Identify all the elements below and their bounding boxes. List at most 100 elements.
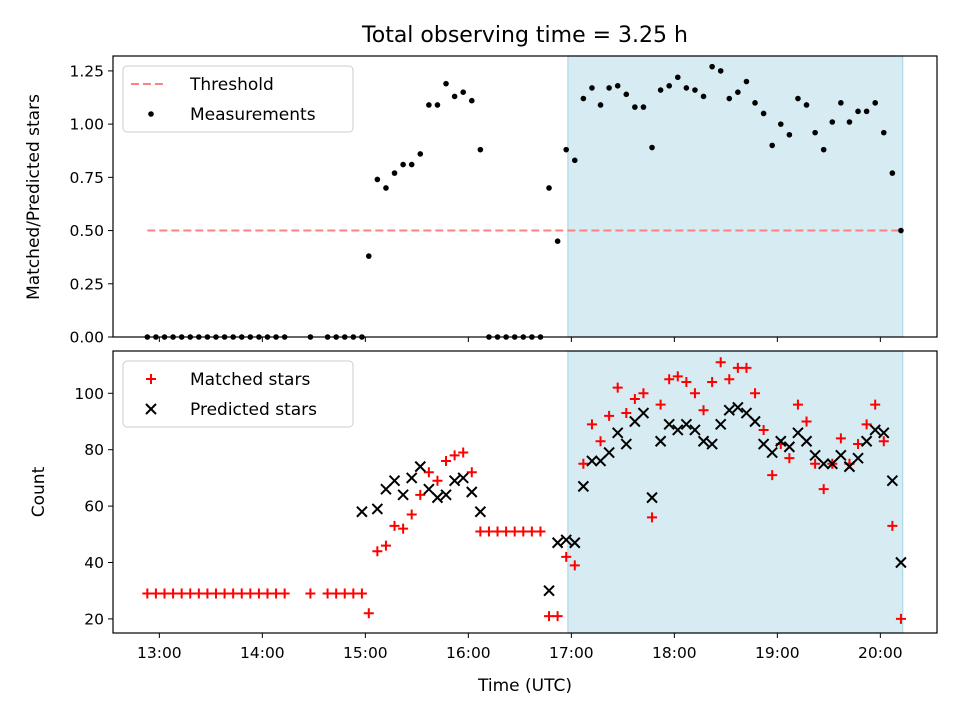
predicted-star-point	[646, 491, 658, 504]
observing-window-shade	[567, 55, 904, 338]
measurement-point	[408, 161, 415, 168]
measurement-point	[383, 185, 389, 191]
matched-star-point	[423, 467, 434, 478]
legend-label: Threshold	[189, 75, 274, 95]
predicted-star-point	[869, 424, 881, 436]
x-tick-label: 16:00	[446, 644, 491, 662]
predicted-star-point	[414, 460, 426, 473]
matched-star-point	[202, 588, 213, 599]
legend: Threshold Measurements	[122, 65, 354, 133]
matched-star-point	[878, 436, 889, 447]
predicted-star-point	[723, 404, 735, 416]
measurement-point	[889, 170, 896, 176]
matched-star-point	[801, 416, 812, 427]
matched-star-point	[150, 588, 161, 599]
predicted-star-point	[809, 449, 821, 462]
predicted-star-point	[586, 455, 598, 467]
measurement-point	[571, 157, 578, 164]
predicted-star-point	[689, 424, 701, 436]
x-tick-label: 17:00	[549, 644, 594, 662]
predicted-star-point	[397, 489, 409, 501]
xlabel: Time (UTC)	[477, 676, 572, 696]
measurement-point	[374, 176, 381, 183]
matched-star-point	[544, 611, 555, 622]
measurement-point	[434, 102, 441, 108]
matched-star-point	[466, 467, 477, 478]
axes-frame	[112, 55, 938, 338]
matched-star-point	[185, 588, 196, 599]
matched-star-point	[887, 520, 898, 531]
matched-star-point	[380, 540, 391, 551]
predicted-star-point	[457, 472, 469, 484]
matched-star-point	[647, 512, 658, 523]
measurement-point	[451, 93, 458, 100]
matched-star-point	[271, 588, 282, 599]
matched-star-point	[895, 613, 906, 624]
legend-box	[122, 65, 354, 133]
matched-star-point	[389, 520, 400, 531]
predicted-star-point	[577, 480, 590, 493]
matched-star-point	[305, 588, 316, 599]
y-tick-label: 40	[84, 554, 104, 572]
measurement-point	[820, 146, 827, 153]
matched-star-point	[501, 526, 512, 537]
x-tick-label: 15:00	[343, 644, 388, 662]
measurement-point	[880, 129, 887, 136]
measurement-point	[640, 104, 647, 110]
matched-star-point	[449, 450, 460, 461]
matched-star-point	[621, 408, 632, 419]
predicted-star-point	[817, 458, 830, 470]
matched-star-point	[861, 419, 872, 430]
measurement-point	[872, 100, 878, 106]
measurement-point	[855, 108, 861, 115]
predicted-star-point	[356, 506, 368, 518]
measurement-point	[391, 170, 398, 176]
y-tick-label: 0.00	[69, 329, 104, 347]
predicted-star-point	[654, 435, 667, 447]
matched-star-point	[741, 362, 752, 373]
predicted-star-point	[766, 446, 778, 459]
top-panel: 0.00 0.25 0.50 0.75 1.00 1.25 Threshold Measure…	[69, 55, 938, 347]
y-tick-label: 1.25	[69, 62, 104, 80]
predicted-star-point	[448, 475, 461, 487]
matched-star-point	[406, 509, 417, 520]
predicted-star-point	[560, 534, 572, 546]
measurement-point	[563, 146, 569, 153]
measurement-point	[795, 95, 801, 102]
matched-star-point	[672, 371, 683, 382]
predicted-star-point	[466, 486, 478, 498]
measurement-point	[606, 85, 612, 91]
matched-star-point	[758, 424, 769, 435]
predicted-star-point	[826, 458, 838, 470]
matched-star-point	[483, 526, 494, 537]
legend-label: Measurements	[190, 105, 316, 125]
predicted-star-point	[603, 446, 615, 459]
matched-star-point	[475, 526, 486, 537]
predicted-star-point	[895, 556, 907, 569]
matched-star-point	[792, 399, 803, 410]
predicted-star-point	[371, 503, 384, 515]
measurement-point	[554, 238, 561, 245]
measurement-point	[417, 151, 424, 157]
predicted-star-point	[440, 489, 452, 501]
matched-star-point	[767, 470, 778, 481]
measurement-point	[426, 102, 432, 108]
matched-star-point	[356, 588, 367, 599]
observing-window-shade	[567, 350, 904, 634]
measurement-point	[829, 119, 836, 125]
predicted-star-point	[569, 537, 581, 549]
predicted-star-point	[620, 438, 632, 450]
predicted-star-point	[835, 449, 847, 462]
matched-star-point	[870, 399, 881, 410]
matched-star-point	[193, 588, 204, 599]
measurement-point	[838, 100, 844, 106]
matched-star-point	[236, 588, 247, 599]
axes-frame	[112, 350, 938, 634]
measurement-point	[666, 83, 672, 89]
measurement-point	[614, 83, 621, 89]
matched-star-point	[835, 433, 846, 444]
measurement-point	[735, 89, 741, 95]
top-ylabel: Matched/Predicted stars	[24, 94, 44, 300]
matched-star-point	[818, 484, 829, 495]
